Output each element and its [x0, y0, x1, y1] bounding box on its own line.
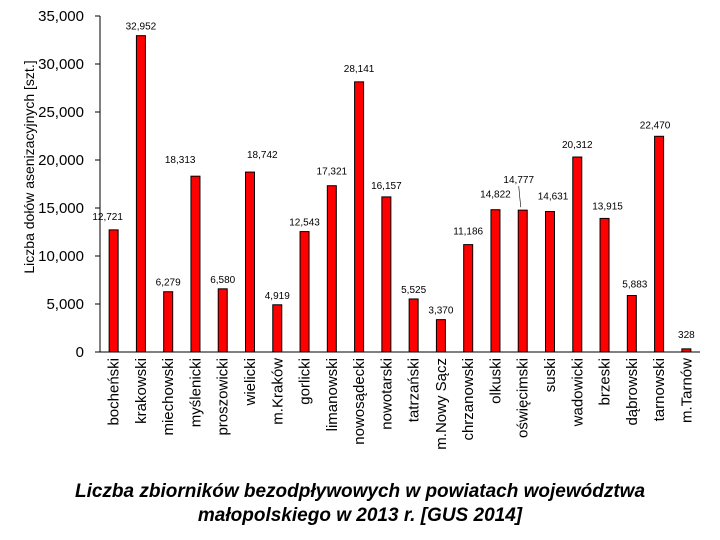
category-label: limanowski: [324, 358, 341, 431]
category-label: m.Nowy Sącz: [433, 358, 450, 450]
bar-value-label: 32,952: [126, 22, 157, 33]
data-labels: 12,721 32,952 6,279 18,313 6,580 18,742 4,919 1…: [92, 22, 695, 341]
bar: [517, 209, 528, 353]
bar: [272, 304, 283, 353]
category-label: proszowicki: [215, 358, 232, 436]
bar-value-label: 12,721: [92, 212, 123, 223]
category-label: oświęcimski: [515, 358, 532, 438]
category-label: myślenicki: [187, 358, 204, 427]
bar: [163, 291, 174, 353]
category-label: wadowicki: [569, 358, 586, 427]
bar-value-label: 12,543: [289, 218, 320, 229]
category-label: chrzanowski: [460, 358, 477, 441]
bar: [354, 81, 365, 353]
bar: [599, 217, 610, 353]
bar: [326, 185, 337, 353]
bar-value-label: 4,919: [265, 291, 290, 302]
category-label: m.Kraków: [269, 358, 286, 425]
bars: [108, 35, 692, 353]
bar: [654, 135, 665, 353]
chart-caption: Liczba zbiorników bezodpływowych w powia…: [0, 480, 720, 528]
bar-value-label: 6,279: [156, 278, 181, 289]
bar: [545, 211, 555, 353]
category-label: krakowski: [133, 358, 150, 424]
bar-value-label: 3,370: [428, 306, 453, 317]
bar: [681, 348, 692, 353]
bar: [381, 196, 392, 353]
y-tick-label: 20,000: [38, 152, 84, 169]
bar-value-label: 22,470: [640, 120, 671, 131]
bar-value-label: 6,580: [210, 275, 235, 286]
bar: [135, 35, 146, 353]
category-labels: bocheński krakowski miechowski myślenicki pr…: [106, 358, 696, 450]
category-label: nowosądecki: [351, 358, 368, 445]
y-tick-label: 5,000: [46, 296, 84, 313]
category-label: suski: [542, 358, 559, 392]
category-label: olkuski: [487, 358, 504, 404]
caption-line-2: małopolskiego w 2013 r. [GUS 2014]: [197, 505, 523, 526]
bar: [435, 319, 446, 353]
bar-value-label: 17,321: [317, 167, 348, 178]
category-label: nowotarski: [378, 358, 395, 430]
bar-value-label: 16,157: [371, 181, 402, 192]
bar-value-label: 14,631: [538, 192, 569, 203]
y-tick-label: 10,000: [38, 248, 84, 265]
bar-value-label: 28,141: [344, 64, 375, 75]
bar: [572, 156, 583, 353]
y-axis-label: Liczba dołów asenizacyjnych [szt.]: [21, 60, 37, 273]
bar-value-label: 18,742: [247, 150, 278, 161]
bar: [299, 231, 310, 353]
category-label: gorlicki: [297, 358, 314, 405]
category-label: bocheński: [106, 358, 123, 426]
bar: [490, 209, 501, 353]
bar: [463, 244, 474, 353]
bar-value-label: 328: [678, 330, 695, 341]
bar-value-label: 5,525: [401, 285, 426, 296]
bar: [190, 175, 201, 353]
category-label: tatrzański: [406, 358, 423, 422]
y-tick-label: 35,000: [38, 8, 84, 25]
bar-chart: Liczba dołów asenizacyjnych [szt.] 0 5,00…: [21, 8, 700, 450]
bar-value-label: 5,883: [622, 280, 647, 291]
bar-value-label: 11,186: [453, 227, 483, 238]
label-leader-line: [518, 186, 522, 208]
bar: [626, 295, 637, 353]
y-tick-label: 30,000: [38, 56, 84, 73]
caption-line-1: Liczba zbiorników bezodpływowych w powia…: [74, 481, 646, 502]
bar: [408, 298, 419, 353]
bar-value-label: 18,313: [165, 155, 196, 166]
category-label: brzeski: [597, 358, 614, 406]
category-label: tarnowski: [651, 358, 668, 421]
y-tick-label: 15,000: [38, 200, 84, 217]
y-ticks: 0 5,000 10,000 15,000 20,000 25,000 30,000 35,0…: [38, 8, 100, 361]
bar-value-label: 20,312: [562, 140, 593, 151]
y-tick-label: 25,000: [38, 104, 84, 121]
bar: [245, 171, 255, 353]
bar-value-label: 13,915: [592, 201, 623, 212]
bar: [217, 288, 228, 353]
category-label: miechowski: [160, 358, 177, 436]
bar-value-label: 14,822: [480, 190, 511, 201]
bar: [108, 229, 119, 353]
y-tick-label: 0: [76, 344, 84, 361]
category-label: dąbrowski: [624, 358, 641, 426]
category-label: m.Tarnów: [678, 358, 695, 423]
bar-value-label: 14,777: [503, 175, 534, 186]
category-label: wielicki: [242, 358, 259, 407]
